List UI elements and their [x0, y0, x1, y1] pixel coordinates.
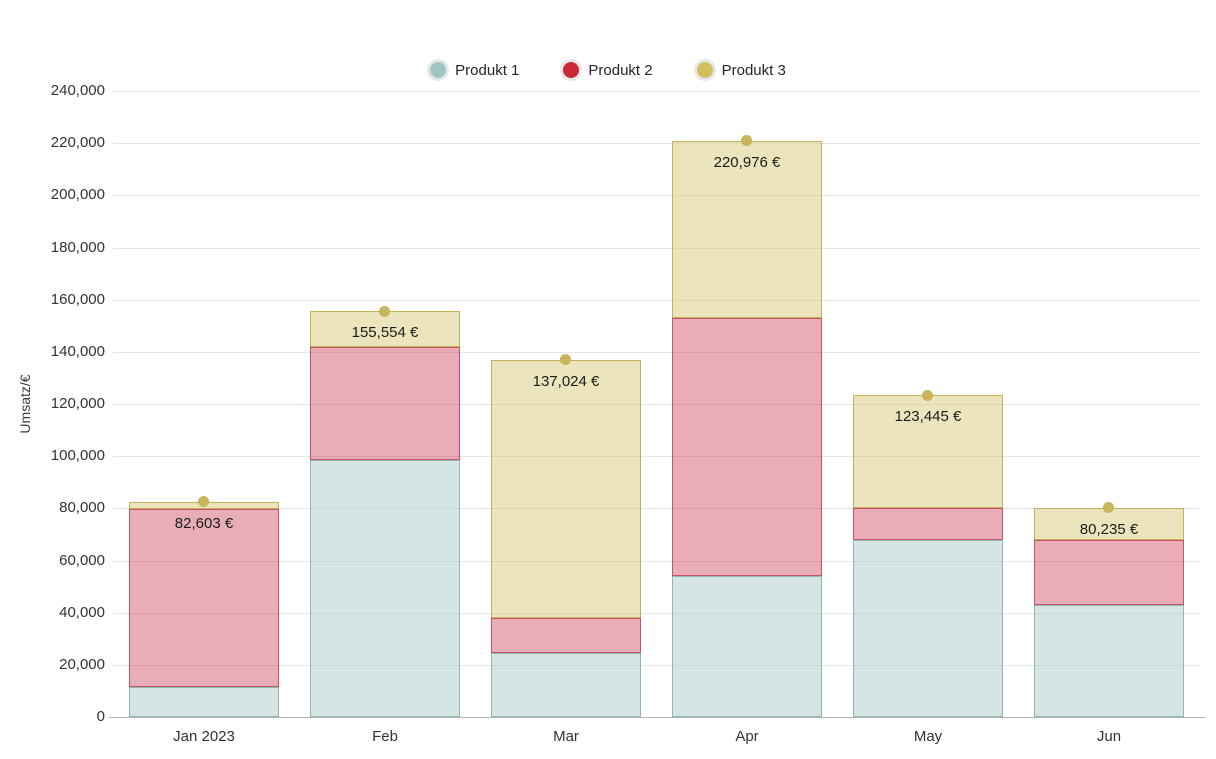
legend-item-label: Produkt 2 [588, 61, 653, 79]
bar-segment-produkt-1[interactable] [1034, 605, 1184, 717]
gridline [113, 195, 1201, 196]
x-axis-line [109, 717, 1205, 718]
x-axis-label: Jan 2023 [173, 728, 235, 745]
bar-segment-produkt-2[interactable] [129, 509, 279, 687]
bar-segment-produkt-2[interactable] [853, 508, 1003, 540]
gridline [113, 508, 1201, 509]
x-axis-label: Jun [1096, 728, 1122, 745]
y-tick-label: 240,000 [50, 82, 105, 99]
x-axis-label: May [913, 728, 943, 745]
legend-item-label: Produkt 3 [721, 61, 786, 79]
legend-item-produkt-1[interactable]: Produkt 1 [430, 62, 519, 79]
legend-color-swatch-icon [430, 62, 447, 78]
gridline [113, 665, 1201, 666]
gridline [113, 143, 1201, 144]
chart-legend: Produkt 1 Produkt 2 Produkt 3 [0, 56, 1216, 84]
legend-item-produkt-2[interactable]: Produkt 2 [563, 61, 653, 79]
bar-total-label: 123,445 € [894, 408, 962, 425]
bar-total-marker-icon[interactable] [560, 354, 571, 366]
bar-total-label: 82,603 € [174, 514, 234, 532]
gridline [113, 300, 1201, 301]
bar-total-label: 80,235 € [1079, 520, 1139, 538]
bar-segment-produkt-3[interactable] [853, 395, 1003, 509]
x-axis-label: Mar [553, 728, 579, 745]
gridline [113, 404, 1201, 405]
bar-total-marker-icon[interactable] [922, 389, 933, 401]
gridline [113, 248, 1201, 249]
legend-item-produkt-3[interactable]: Produkt 3 [696, 61, 786, 79]
bar-segment-produkt-1[interactable] [129, 687, 279, 717]
bar-segment-produkt-2[interactable] [491, 617, 641, 654]
gridline [113, 456, 1201, 457]
y-tick-label: 220,000 [50, 134, 105, 151]
bar-total-label: 137,024 € [532, 372, 600, 390]
y-tick-label: 120,000 [50, 395, 105, 412]
y-tick-label: 100,000 [50, 447, 105, 464]
bar-segment-produkt-1[interactable] [491, 653, 641, 717]
bar-total-marker-icon[interactable] [1103, 502, 1114, 514]
bar-segment-produkt-3[interactable] [672, 140, 822, 318]
bar-segment-produkt-2[interactable] [672, 317, 822, 577]
bar-total-marker-icon[interactable] [741, 135, 752, 147]
bar-segment-produkt-1[interactable] [672, 576, 822, 717]
gridline [113, 561, 1201, 562]
bar-segment-produkt-1[interactable] [853, 539, 1003, 717]
bar-segment-produkt-3[interactable] [491, 359, 641, 618]
y-tick-label: 200,000 [50, 186, 105, 203]
legend-item-label: Produkt 1 [455, 61, 520, 79]
bar-segment-produkt-1[interactable] [310, 460, 460, 717]
legend-color-swatch-icon [563, 62, 580, 78]
legend-color-swatch-icon [696, 62, 713, 78]
gridline [113, 613, 1201, 614]
bar-segment-produkt-2[interactable] [310, 347, 460, 461]
bar-segment-produkt-3[interactable] [1034, 507, 1184, 540]
gridline [113, 91, 1201, 92]
y-tick-label: 40,000 [59, 604, 105, 621]
y-tick-label: 140,000 [50, 343, 105, 360]
bar-total-marker-icon[interactable] [379, 305, 390, 317]
y-tick-label: 160,000 [50, 291, 105, 308]
y-tick-label: 20,000 [59, 656, 105, 673]
y-tick-label: 0 [96, 708, 105, 725]
x-axis-label: Feb [372, 728, 398, 745]
bar-total-label: 220,976 € [713, 153, 781, 171]
y-tick-label: 80,000 [59, 499, 105, 516]
y-tick-label: 60,000 [59, 552, 105, 569]
bar-segment-produkt-3[interactable] [310, 311, 460, 348]
bar-total-marker-icon[interactable] [198, 496, 209, 507]
y-tick-label: 180,000 [50, 239, 105, 256]
gridline [113, 352, 1201, 353]
bar-segment-produkt-2[interactable] [1034, 539, 1184, 606]
x-axis-label: Apr [735, 728, 759, 745]
bar-total-label: 155,554 € [351, 324, 419, 342]
